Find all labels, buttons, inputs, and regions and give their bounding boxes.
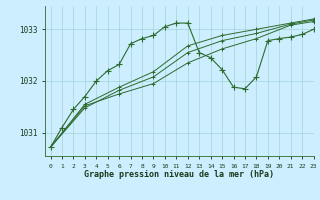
X-axis label: Graphe pression niveau de la mer (hPa): Graphe pression niveau de la mer (hPa) bbox=[84, 170, 274, 179]
